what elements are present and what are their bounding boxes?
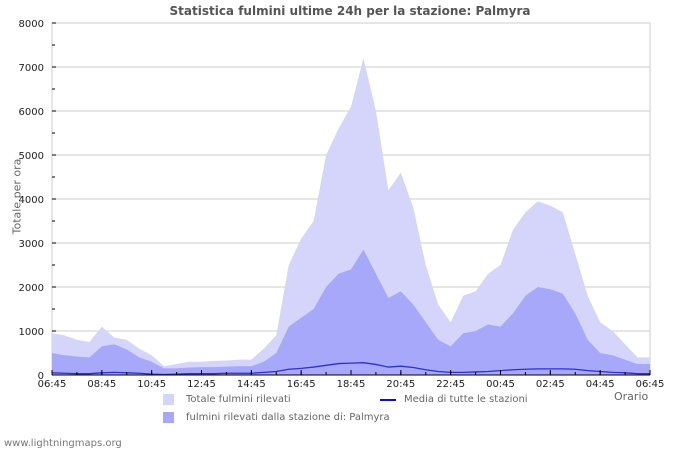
- svg-text:2000: 2000: [19, 283, 44, 294]
- svg-text:7000: 7000: [19, 63, 44, 74]
- svg-text:04:45: 04:45: [586, 379, 615, 390]
- chart-plot: 0 1000 2000 3000 4000 5000 6000 7000 8000 06:45 08…: [19, 19, 665, 390]
- svg-text:5000: 5000: [19, 151, 44, 162]
- svg-text:10:45: 10:45: [137, 379, 166, 390]
- x-axis-label: Orario: [614, 390, 649, 403]
- svg-text:14:45: 14:45: [237, 379, 266, 390]
- legend-swatch-total: [163, 394, 174, 405]
- svg-text:06:45: 06:45: [38, 379, 67, 390]
- legend-label-average: Media di tutte le stazioni: [404, 394, 528, 405]
- svg-text:8000: 8000: [19, 19, 44, 30]
- legend-label-station: fulmini rilevati dalla stazione di: Palm…: [186, 412, 390, 423]
- svg-text:6000: 6000: [19, 107, 44, 118]
- svg-text:12:45: 12:45: [187, 379, 216, 390]
- svg-text:16:45: 16:45: [287, 379, 316, 390]
- svg-text:1000: 1000: [19, 327, 44, 338]
- footer-link[interactable]: www.lightningmaps.org: [4, 438, 122, 449]
- svg-text:3000: 3000: [19, 239, 44, 250]
- legend-label-total: Totale fulmini rilevati: [186, 394, 291, 405]
- svg-text:20:45: 20:45: [386, 379, 415, 390]
- svg-text:02:45: 02:45: [536, 379, 565, 390]
- legend-swatch-station: [163, 412, 174, 423]
- svg-text:4000: 4000: [19, 195, 44, 206]
- chart-title: Statistica fulmini ultime 24h per la sta…: [169, 4, 531, 18]
- svg-text:18:45: 18:45: [337, 379, 366, 390]
- svg-text:00:45: 00:45: [486, 379, 515, 390]
- svg-text:22:45: 22:45: [436, 379, 465, 390]
- svg-text:08:45: 08:45: [87, 379, 116, 390]
- legend-swatch-average: [380, 399, 396, 401]
- svg-text:0: 0: [38, 371, 44, 382]
- svg-text:06:45: 06:45: [636, 379, 665, 390]
